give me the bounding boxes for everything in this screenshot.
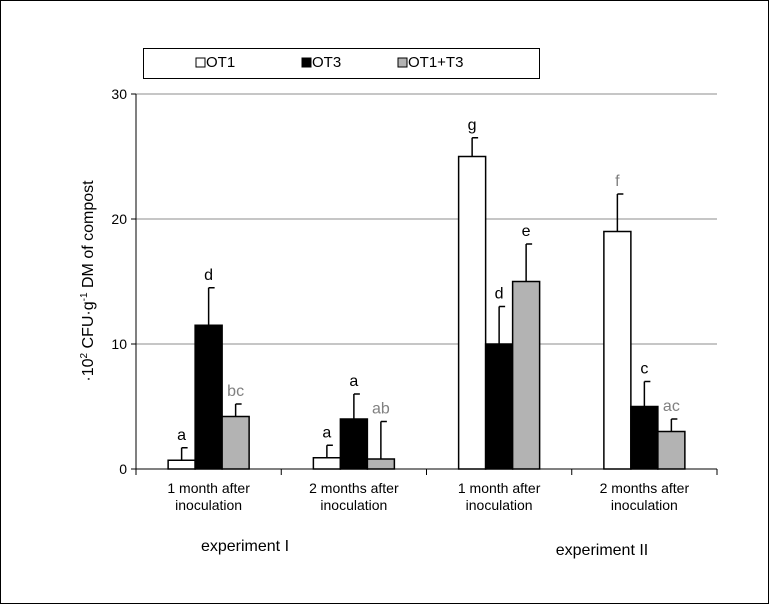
- legend-label-ot1: OT1: [206, 54, 235, 71]
- x-category-label-line2: inoculation: [611, 497, 678, 513]
- bar: [221, 415, 250, 470]
- significance-letter: a: [322, 424, 331, 441]
- x-axis-group-labels: experiment I experiment II: [201, 538, 648, 559]
- bar: [167, 459, 196, 470]
- bar: [511, 280, 541, 470]
- significance-letter: f: [615, 173, 620, 190]
- axes: [135, 94, 718, 475]
- legend-item-ot3: OT3: [301, 54, 341, 71]
- legend: OT1 OT3 OT1+T3: [143, 48, 540, 79]
- legend-label-ot1-t3: OT1+T3: [408, 54, 463, 71]
- significance-letter: c: [640, 361, 648, 378]
- significance-letter: d: [204, 267, 213, 284]
- x-category-label-line2: inoculation: [320, 497, 387, 513]
- legend-item-ot1-t3: OT1+T3: [397, 54, 463, 71]
- significance-letter: g: [468, 117, 477, 134]
- y-tick-label: 10: [111, 336, 127, 352]
- y-tick-label: 0: [119, 461, 127, 477]
- legend-swatch-ot1: [195, 57, 206, 68]
- significance-letter: e: [522, 223, 531, 240]
- bar: [657, 430, 686, 470]
- significance-letter: a: [349, 373, 358, 390]
- legend-swatch-ot3: [301, 57, 312, 68]
- bars: [167, 155, 686, 470]
- y-axis-title: ·102 CFU·g-1 DM of compost: [79, 180, 97, 382]
- legend-box: [143, 48, 540, 79]
- bar: [630, 405, 659, 470]
- y-tick-label: 30: [111, 86, 127, 102]
- x-category-label-line1: 2 months after: [600, 480, 690, 496]
- bar: [484, 343, 514, 470]
- bar: [366, 458, 396, 470]
- x-category-label-line1: 2 months after: [309, 480, 399, 496]
- legend-swatch-ot1-t3: [397, 57, 408, 68]
- x-category-label-line2: inoculation: [466, 497, 533, 513]
- x-category-label-line2: inoculation: [175, 497, 242, 513]
- x-category-label-line1: 1 month after: [458, 480, 541, 496]
- significance-letter: ac: [663, 398, 680, 415]
- legend-item-ot1: OT1: [195, 54, 235, 71]
- bar: [194, 324, 223, 470]
- bar: [312, 457, 342, 470]
- bar: [603, 230, 632, 470]
- significance-letter: d: [495, 286, 504, 303]
- significance-letter: a: [177, 427, 186, 444]
- significance-letter: ab: [372, 401, 390, 418]
- legend-label-ot3: OT3: [312, 54, 341, 71]
- y-tick-label: 20: [111, 211, 127, 227]
- x-group-label: experiment I: [201, 538, 289, 555]
- significance-letter: bc: [227, 383, 244, 400]
- y-axis-ticks: 0 10 20 30: [111, 86, 136, 477]
- bar: [457, 155, 487, 470]
- x-category-label-line1: 1 month after: [167, 480, 250, 496]
- bar: [339, 418, 369, 470]
- x-group-label: experiment II: [556, 542, 648, 559]
- error-bars: [180, 137, 678, 461]
